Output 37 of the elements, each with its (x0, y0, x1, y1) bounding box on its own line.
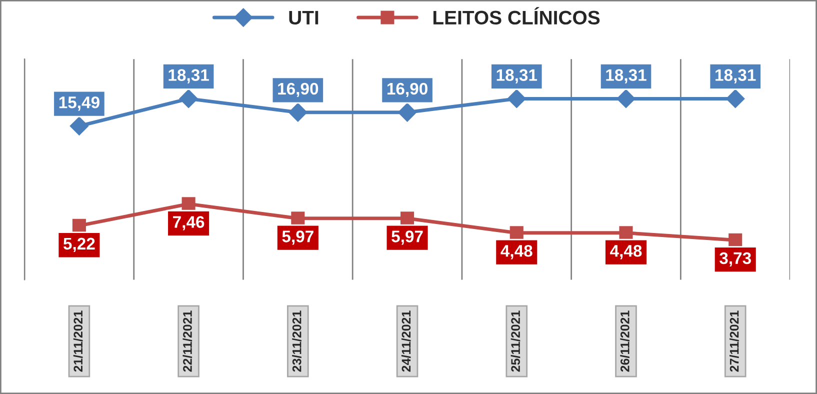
x-tick-label: 22/11/2021 (182, 310, 192, 372)
x-tick-label: 24/11/2021 (401, 310, 411, 372)
point (616, 89, 636, 108)
legend-label: LEITOS CLÍNICOS (433, 7, 600, 25)
data-label: 4,48 (610, 244, 642, 260)
x-tick-label: 25/11/2021 (510, 310, 520, 372)
data-label: 16,90 (278, 82, 318, 98)
x-tick-label: 27/11/2021 (730, 310, 739, 372)
data-label: 7,46 (173, 216, 204, 230)
point (179, 89, 198, 108)
x-tick-label: 21/11/2021 (73, 310, 83, 372)
legend-label: UTI (289, 10, 318, 25)
point (72, 218, 86, 232)
point (182, 197, 196, 211)
data-label: 5,97 (392, 230, 423, 245)
point (400, 212, 414, 226)
data-label: 5,97 (282, 230, 314, 245)
data-label: 18,31 (168, 69, 209, 84)
data-label: 3,73 (720, 252, 751, 266)
data-label: 4,48 (500, 244, 532, 260)
point (619, 226, 633, 240)
point (728, 233, 742, 247)
data-label: 18,31 (716, 69, 756, 84)
data-label: 5,22 (63, 238, 95, 252)
point (507, 89, 526, 108)
data-label: 15,49 (59, 96, 100, 111)
point (288, 103, 308, 122)
point (726, 89, 745, 108)
data-label: 16,90 (387, 82, 428, 98)
x-tick-label: 26/11/2021 (620, 310, 630, 372)
point (70, 116, 89, 136)
point (291, 212, 305, 226)
data-label: 18,31 (496, 69, 538, 84)
point (510, 226, 524, 240)
x-tick-label: 23/11/2021 (292, 310, 302, 372)
point (398, 103, 417, 122)
data-label: 18,31 (606, 69, 646, 84)
